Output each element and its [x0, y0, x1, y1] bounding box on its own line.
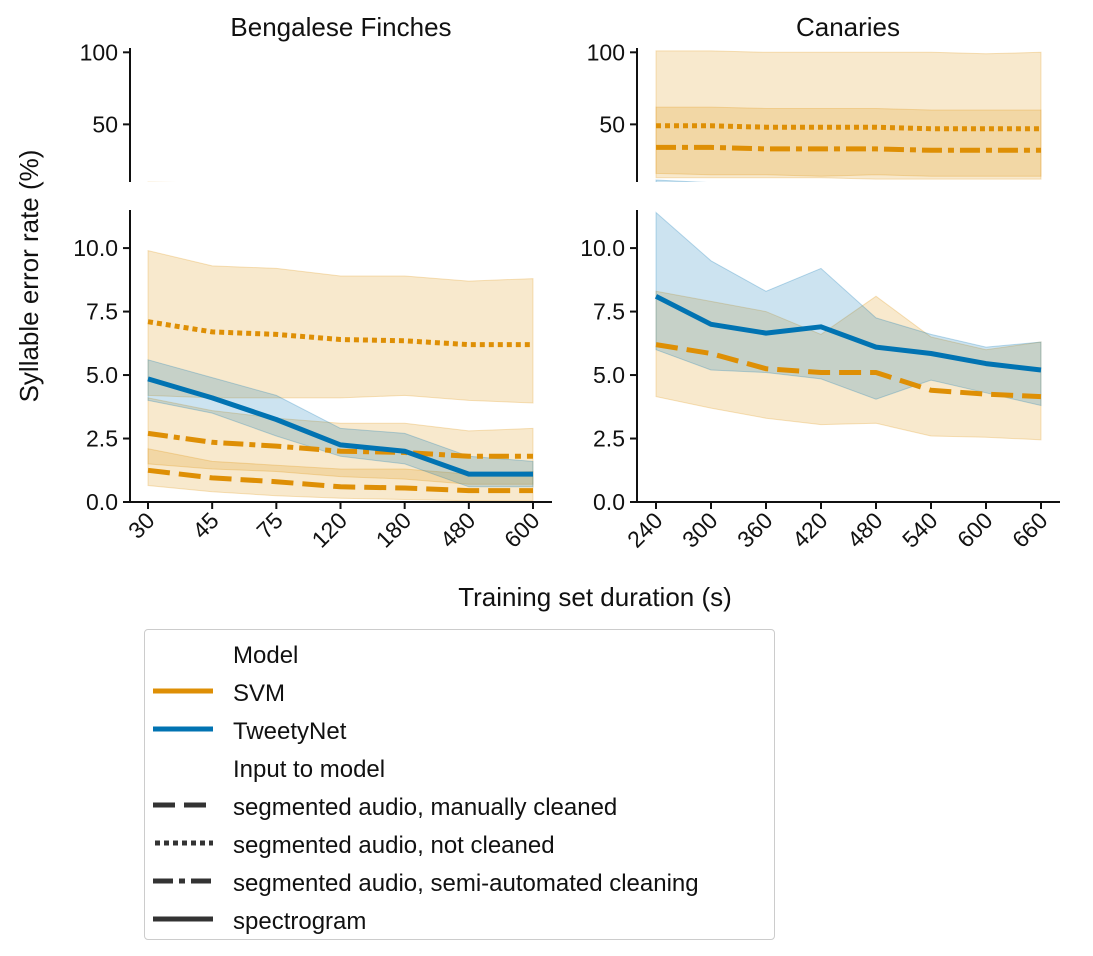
legend-label-not-cleaned: segmented audio, not cleaned — [233, 832, 555, 859]
plot-area-top — [655, 50, 1042, 193]
ci-band-svm-segmented-audio-manually-cleaned — [148, 193, 533, 196]
series-line-tweetynet-spectrogram — [654, 294, 1042, 373]
legend-label-manually-cleaned: segmented audio, manually cleaned — [233, 794, 618, 821]
ci-band-svm-segmented-audio-manually-cleaned — [656, 184, 1041, 193]
x-tick-label: 180 — [371, 507, 417, 553]
y-tick-label: 100 — [587, 39, 625, 65]
y-tick-label: 100 — [80, 39, 118, 65]
y-tick-label: 0.0 — [593, 489, 625, 515]
legend-label-semi-automated: segmented audio, semi-automated cleaning — [233, 870, 699, 897]
x-tick-label: 120 — [307, 507, 353, 553]
series-line-svm-segmented-audio-manually-cleaned — [655, 342, 1042, 400]
series-line-svm-segmented-audio-manually-cleaned — [148, 195, 533, 196]
series-line-svm-segmented-audio-semi-automated-cleaning — [656, 144, 1041, 153]
x-tick-label: 30 — [123, 507, 159, 543]
ci-band-svm-segmented-audio-not-cleaned — [147, 181, 177, 182]
x-tick-label: 300 — [677, 507, 723, 553]
series-line-svm-segmented-audio-semi-automated-cleaning — [147, 430, 533, 459]
ci-band-svm-segmented-audio-not-cleaned — [147, 249, 534, 404]
x-tick-label: 360 — [732, 507, 778, 553]
series-line-svm-segmented-audio-manually-cleaned — [656, 188, 1041, 191]
series-line-svm-segmented-audio-not-cleaned — [148, 186, 533, 187]
legend-label-spectrogram: spectrogram — [233, 908, 367, 935]
panel-title-canaries: Canaries — [796, 12, 900, 42]
ci-band-svm-segmented-audio-not-cleaned — [655, 50, 1042, 177]
x-tick-label: 600 — [952, 507, 998, 553]
series-line-svm-segmented-audio-not-cleaned — [147, 319, 533, 348]
y-tick-label: 2.5 — [86, 426, 118, 452]
legend-item-semi-automated: segmented audio, semi-automated cleaning — [145, 862, 774, 900]
legend-label-tweetynet: TweetyNet — [233, 718, 347, 745]
legend-swatch-dotted — [155, 840, 213, 846]
plot-area-top — [147, 181, 533, 196]
legend-swatch-dashdot — [153, 878, 213, 884]
ci-band-svm-segmented-audio-semi-automated-cleaning — [148, 191, 533, 196]
series-line-svm-segmented-audio-semi-automated-cleaning — [148, 193, 533, 194]
xlabel: Training set duration (s) — [458, 582, 732, 612]
ci-band-tweetynet-spectrogram — [147, 359, 534, 488]
legend-swatch-tweetynet — [153, 726, 213, 732]
series-line-tweetynet-spectrogram — [148, 189, 533, 194]
series-line-tweetynet-spectrogram — [656, 185, 1041, 189]
panel-bengalese-finches: Bengalese Finches 50 100 0.0 2.5 5.0 7.5 10.0 3… — [73, 12, 552, 553]
series-line-svm-segmented-audio-not-cleaned — [656, 123, 1041, 132]
panel-title-bengalese-finches: Bengalese Finches — [230, 12, 451, 42]
legend-swatch-dashed — [153, 802, 213, 808]
legend-model-title-label: Model — [233, 642, 299, 669]
x-tick-label: 600 — [499, 507, 545, 553]
y-tick-label: 7.5 — [86, 299, 118, 325]
x-tick-label: 75 — [251, 507, 287, 543]
x-tick-label: 420 — [787, 507, 833, 553]
y-tick-label: 5.0 — [593, 362, 625, 388]
plot-area-bottom — [654, 211, 1042, 441]
ci-band-tweetynet-spectrogram — [148, 188, 533, 195]
y-tick-label: 2.5 — [593, 426, 625, 452]
y-tick-label: 50 — [599, 111, 625, 137]
x-tick-label: 480 — [842, 507, 888, 553]
x-tick-label: 240 — [622, 507, 668, 553]
legend-item-tweetynet: TweetyNet — [145, 710, 774, 748]
y-tick-label: 10.0 — [73, 235, 118, 261]
ci-band-svm-segmented-audio-semi-automated-cleaning — [655, 106, 1042, 180]
y-tick-label: 7.5 — [593, 299, 625, 325]
x-tick-label: 480 — [435, 507, 481, 553]
legend: Model SVM TweetyNet Input to model segme… — [144, 629, 775, 940]
legend-model-title: Model — [145, 634, 774, 672]
legend-item-spectrogram: spectrogram — [145, 900, 774, 938]
series-line-tweetynet-spectrogram — [147, 376, 533, 477]
x-tick-label: 540 — [897, 507, 943, 553]
legend-swatch-svm — [153, 688, 213, 694]
legend-item-not-cleaned: segmented audio, not cleaned — [145, 824, 774, 862]
y-tick-label: 5.0 — [86, 362, 118, 388]
y-tick-label: 10.0 — [580, 235, 625, 261]
legend-item-svm: SVM — [145, 672, 774, 710]
ylabel: Syllable error rate (%) — [14, 150, 44, 403]
ci-band-tweetynet-spectrogram — [655, 179, 707, 182]
legend-input-title: Input to model — [145, 748, 774, 786]
legend-swatch-solid — [153, 916, 213, 922]
y-tick-label: 50 — [92, 111, 118, 137]
legend-item-manually-cleaned: segmented audio, manually cleaned — [145, 786, 774, 824]
x-tick-label: 660 — [1007, 507, 1053, 553]
legend-input-title-label: Input to model — [233, 756, 386, 783]
x-tick-label: 45 — [187, 507, 223, 543]
legend-label-svm: SVM — [233, 680, 286, 707]
y-tick-label: 0.0 — [86, 489, 118, 515]
series-line-svm-segmented-audio-manually-cleaned — [147, 467, 533, 494]
plot-area-bottom — [147, 249, 534, 502]
